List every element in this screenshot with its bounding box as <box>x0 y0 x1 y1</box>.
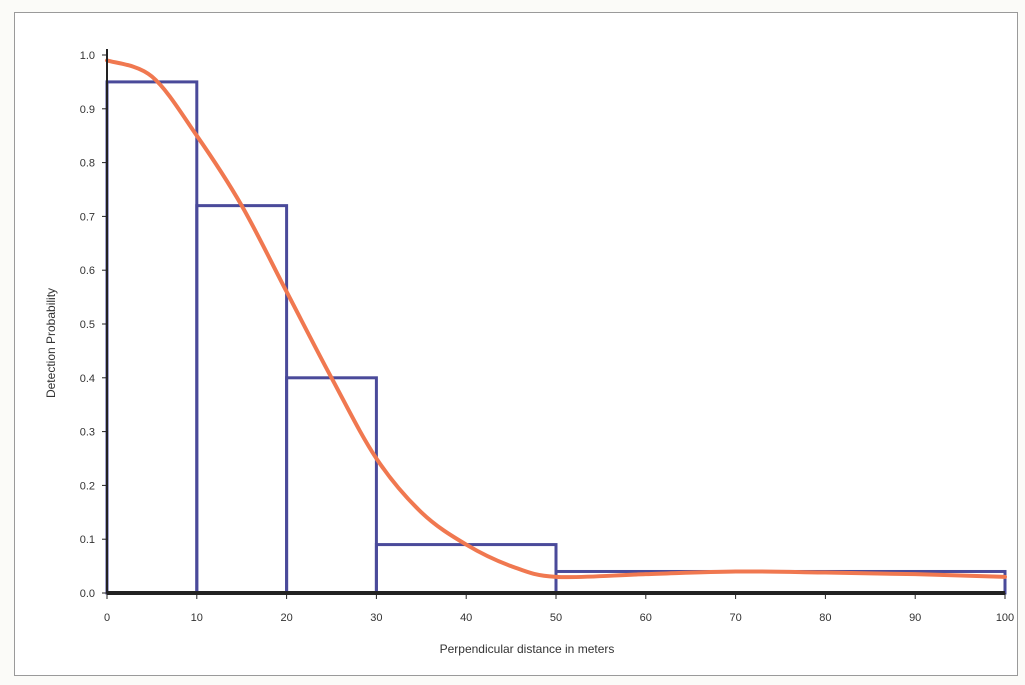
axes <box>102 49 1006 599</box>
x-tick-label-70: 70 <box>729 612 741 624</box>
x-tick-label-10: 10 <box>191 612 203 624</box>
y-tick-labels: 0.0 0.1 0.2 0.3 0.4 0.5 0.6 0.7 0.8 0.9 1.0 <box>80 50 95 600</box>
x-tick-label-50: 50 <box>550 612 562 624</box>
x-axis-title: Perpendicular distance in meters <box>440 642 615 656</box>
x-tick-label-100: 100 <box>996 612 1014 624</box>
x-tick-label-20: 20 <box>280 612 292 624</box>
y-tick-label-3: 0.3 <box>80 427 95 439</box>
y-tick-label-2: 0.2 <box>80 480 95 492</box>
y-tick-label-4: 0.4 <box>80 373 95 385</box>
chart-frame: 0.0 0.1 0.2 0.3 0.4 0.5 0.6 0.7 0.8 0.9 1.0 0 10 20 3… <box>14 12 1018 676</box>
detection-probability-chart: 0.0 0.1 0.2 0.3 0.4 0.5 0.6 0.7 0.8 0.9 1.0 0 10 20 3… <box>44 49 1014 656</box>
histogram-bars <box>105 80 1007 595</box>
y-tick-label-9: 0.9 <box>80 104 95 116</box>
histogram-bar-30-50 <box>374 543 558 595</box>
fitted-curve-line <box>105 58 1007 580</box>
y-tick-label-8: 0.8 <box>80 158 95 170</box>
y-tick-label-0: 0.0 <box>80 588 95 600</box>
x-tick-label-60: 60 <box>640 612 652 624</box>
x-tick-label-90: 90 <box>909 612 921 624</box>
histogram-bar-20-30 <box>285 376 378 595</box>
fitted-curve-layer <box>105 58 1007 580</box>
x-tick-label-40: 40 <box>460 612 472 624</box>
x-tick-label-0: 0 <box>104 612 110 624</box>
y-axis-title: Detection Probability <box>44 288 58 398</box>
x-tick-label-30: 30 <box>370 612 382 624</box>
y-tick-label-1: 0.1 <box>80 534 95 546</box>
histogram-bar-0-10 <box>105 80 199 595</box>
x-tick-labels: 0 10 20 30 40 50 60 70 80 90 100 <box>104 612 1014 624</box>
x-tick-label-80: 80 <box>819 612 831 624</box>
y-tick-label-10: 1.0 <box>80 50 95 62</box>
y-tick-label-5: 0.5 <box>80 319 95 331</box>
y-tick-label-6: 0.6 <box>80 265 95 277</box>
y-tick-label-7: 0.7 <box>80 211 95 223</box>
